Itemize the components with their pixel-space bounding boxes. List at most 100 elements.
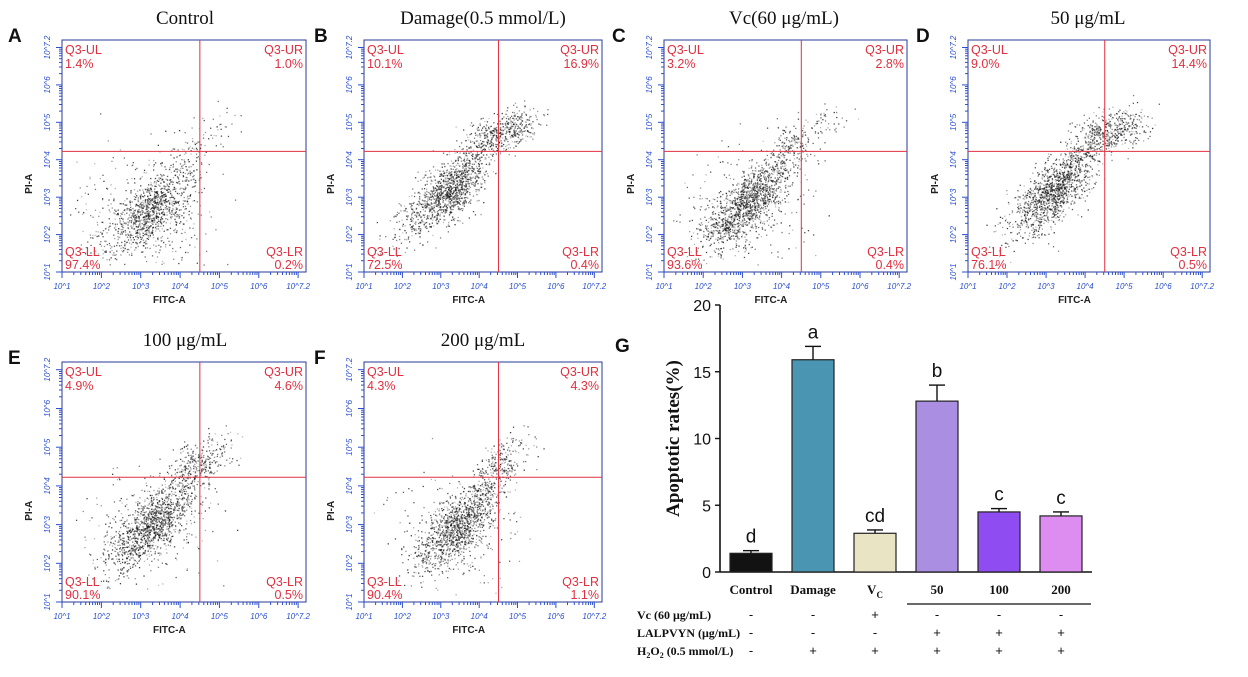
event-dot — [729, 216, 731, 218]
event-dot — [439, 215, 441, 217]
event-dot — [437, 200, 439, 202]
event-dot — [734, 197, 736, 199]
event-dot — [172, 196, 174, 198]
event-dot — [755, 186, 758, 188]
event-dot — [486, 154, 488, 156]
event-dot — [463, 129, 465, 131]
event-dot — [168, 189, 170, 191]
event-dot — [730, 192, 732, 194]
event-dot — [439, 237, 442, 239]
event-dot — [725, 193, 728, 195]
event-dot — [154, 195, 156, 197]
event-dot — [126, 198, 128, 200]
event-dot — [172, 177, 175, 179]
event-dot — [801, 150, 804, 152]
event-dot — [757, 175, 759, 177]
event-dot — [162, 174, 164, 176]
event-dot — [816, 120, 818, 123]
event-dot — [449, 198, 451, 200]
event-dot — [427, 197, 429, 199]
event-dot — [157, 180, 160, 182]
event-dot — [796, 157, 798, 159]
event-dot — [81, 248, 83, 250]
event-dot — [747, 186, 749, 189]
event-dot — [158, 252, 160, 254]
event-dot — [471, 125, 474, 127]
event-dot — [117, 238, 119, 241]
event-dot — [458, 185, 460, 187]
event-dot — [764, 201, 766, 203]
event-dot — [745, 184, 747, 186]
event-dot — [227, 263, 229, 266]
event-dot — [452, 192, 454, 195]
event-dot — [767, 193, 769, 195]
event-dot — [743, 205, 745, 207]
event-dot — [692, 174, 694, 176]
event-dot — [456, 184, 459, 186]
event-dot — [471, 169, 473, 172]
event-dot — [426, 191, 428, 193]
event-dot — [730, 217, 732, 219]
event-dot — [764, 197, 766, 199]
event-dot — [474, 157, 476, 159]
event-dot — [102, 249, 104, 251]
event-dot — [738, 210, 740, 213]
event-dot — [463, 194, 465, 196]
event-dot — [151, 198, 154, 200]
event-dot — [148, 213, 150, 215]
event-dot — [508, 130, 510, 133]
event-dot — [699, 228, 701, 231]
event-dot — [186, 169, 188, 171]
event-dot — [768, 201, 770, 203]
event-dot — [804, 134, 807, 136]
event-dot — [737, 212, 739, 214]
event-dot — [501, 145, 503, 147]
event-dot — [740, 204, 742, 206]
event-dot — [163, 212, 165, 215]
event-dot — [451, 205, 453, 207]
event-dot — [133, 195, 135, 198]
event-dot — [731, 216, 733, 218]
event-dot — [825, 115, 827, 117]
event-dot — [751, 179, 753, 182]
event-dot — [438, 204, 440, 206]
event-dot — [150, 187, 152, 189]
event-dot — [761, 190, 763, 192]
event-dot — [488, 156, 490, 158]
scatter-dots — [673, 103, 860, 266]
event-dot — [727, 221, 729, 223]
event-dot — [128, 209, 131, 211]
event-dot — [746, 211, 749, 213]
event-dot — [739, 231, 741, 233]
event-dot — [412, 210, 414, 212]
event-dot — [442, 190, 445, 193]
event-dot — [439, 206, 441, 208]
event-dot — [482, 149, 484, 151]
event-dot — [738, 188, 740, 190]
event-dot — [463, 158, 465, 161]
event-dot — [754, 202, 756, 204]
event-dot — [135, 215, 138, 218]
event-dot — [500, 132, 502, 134]
event-dot — [443, 180, 445, 182]
event-dot — [426, 188, 428, 190]
event-dot — [767, 174, 770, 176]
event-dot — [760, 212, 762, 215]
event-dot — [748, 175, 750, 177]
event-dot — [400, 210, 402, 212]
event-dot — [717, 223, 719, 225]
event-dot — [772, 173, 774, 175]
event-dot — [436, 205, 438, 207]
event-dot — [795, 141, 797, 143]
event-dot — [490, 153, 492, 155]
event-dot — [190, 150, 192, 152]
event-dot — [754, 196, 756, 198]
event-dot — [764, 176, 767, 178]
event-dot — [739, 211, 741, 214]
event-dot — [521, 132, 523, 134]
event-dot — [722, 229, 725, 232]
event-dot — [786, 137, 788, 139]
event-dot — [729, 221, 731, 223]
event-dot — [447, 193, 449, 195]
event-dot — [773, 171, 775, 173]
